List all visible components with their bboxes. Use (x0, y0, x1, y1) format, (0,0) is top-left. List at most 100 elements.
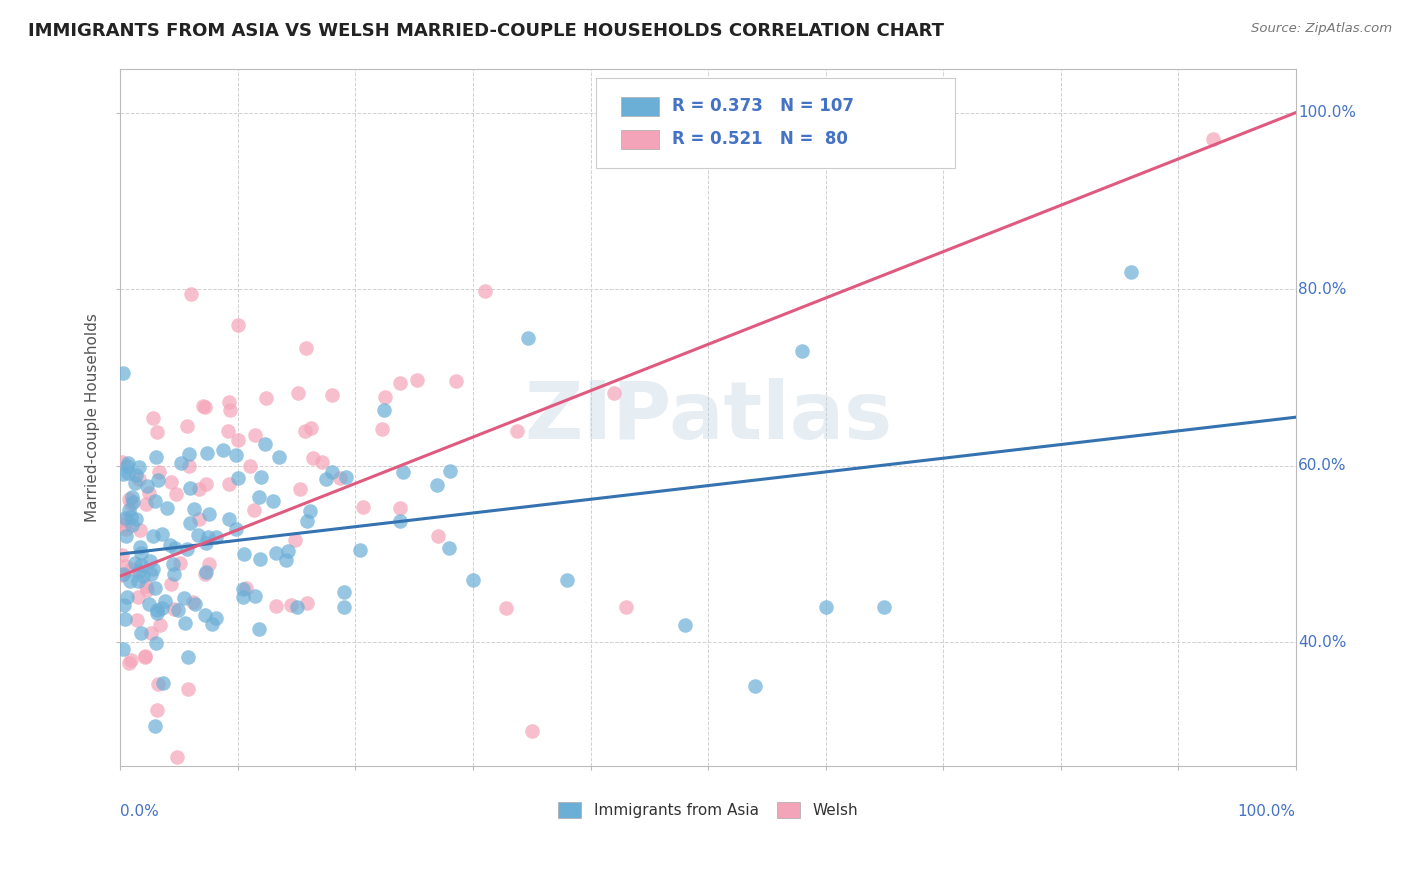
Point (115, 590, 138, 604)
Point (321, 388, 343, 402)
Point (269, 450, 291, 464)
Point (349, 543, 371, 558)
Point (141, 626, 163, 640)
Point (134, 649, 156, 664)
Point (128, 540, 150, 554)
Point (169, 556, 191, 570)
Point (371, 422, 394, 436)
FancyBboxPatch shape (596, 78, 955, 168)
Point (315, 472, 337, 486)
Point (121, 490, 143, 504)
Text: 80.0%: 80.0% (1298, 282, 1347, 297)
Point (285, 599, 308, 614)
Point (117, 456, 139, 470)
Point (128, 460, 150, 475)
Point (444, 374, 467, 388)
Point (264, 546, 287, 560)
Point (162, 557, 184, 571)
Point (110, 548, 132, 562)
Point (115, 458, 138, 473)
Point (188, 512, 211, 526)
Point (211, 443, 233, 458)
Point (520, 723, 543, 738)
Point (179, 481, 201, 495)
Point (254, 437, 277, 451)
Point (243, 589, 266, 603)
Point (239, 459, 262, 474)
Point (176, 418, 198, 433)
Point (124, 476, 146, 491)
Point (162, 567, 184, 582)
Point (166, 750, 188, 764)
Point (389, 376, 412, 391)
Point (114, 513, 136, 527)
Text: 60.0%: 60.0% (1298, 458, 1347, 474)
Point (173, 591, 195, 605)
Point (311, 455, 333, 469)
Point (405, 373, 427, 387)
Point (128, 564, 150, 578)
Point (132, 568, 155, 582)
Point (389, 501, 412, 516)
Point (673, 617, 696, 632)
Point (135, 579, 157, 593)
Point (146, 606, 169, 620)
Point (156, 500, 179, 515)
Point (352, 500, 374, 514)
Point (159, 576, 181, 591)
Point (138, 597, 160, 611)
Point (176, 681, 198, 696)
Point (176, 541, 198, 556)
Point (232, 590, 254, 604)
Point (205, 611, 228, 625)
Point (187, 528, 209, 542)
Point (117, 466, 139, 480)
Point (120, 497, 142, 511)
Text: ZIPatlas: ZIPatlas (524, 378, 893, 456)
Point (392, 465, 415, 479)
Point (153, 594, 176, 608)
Point (790, 343, 813, 358)
Point (150, 527, 173, 541)
Point (287, 386, 309, 401)
Point (120, 574, 142, 588)
Point (198, 507, 221, 521)
Point (179, 447, 201, 461)
Point (195, 536, 218, 550)
Point (197, 530, 219, 544)
Point (439, 464, 461, 478)
Point (191, 400, 214, 414)
Point (111, 467, 134, 481)
Point (141, 567, 163, 582)
Point (159, 475, 181, 489)
Point (195, 446, 218, 460)
Point (288, 483, 311, 497)
Point (111, 642, 134, 657)
Point (294, 424, 316, 438)
Point (873, 599, 896, 614)
Point (125, 512, 148, 526)
Point (183, 501, 205, 516)
Point (142, 562, 165, 576)
Point (204, 530, 226, 544)
Point (143, 581, 166, 595)
Point (1121, 264, 1143, 278)
Point (506, 425, 529, 439)
Point (125, 468, 148, 483)
Point (249, 552, 271, 566)
Point (145, 494, 167, 508)
Y-axis label: Married-couple Households: Married-couple Households (86, 313, 100, 522)
Point (426, 478, 449, 492)
Point (277, 544, 299, 558)
Point (149, 618, 172, 632)
Point (177, 649, 200, 664)
Point (264, 599, 287, 614)
Point (128, 523, 150, 537)
Point (299, 421, 322, 435)
Point (173, 615, 195, 630)
Point (136, 479, 159, 493)
Point (135, 497, 157, 511)
Point (179, 516, 201, 530)
Point (218, 512, 240, 526)
Point (125, 613, 148, 627)
